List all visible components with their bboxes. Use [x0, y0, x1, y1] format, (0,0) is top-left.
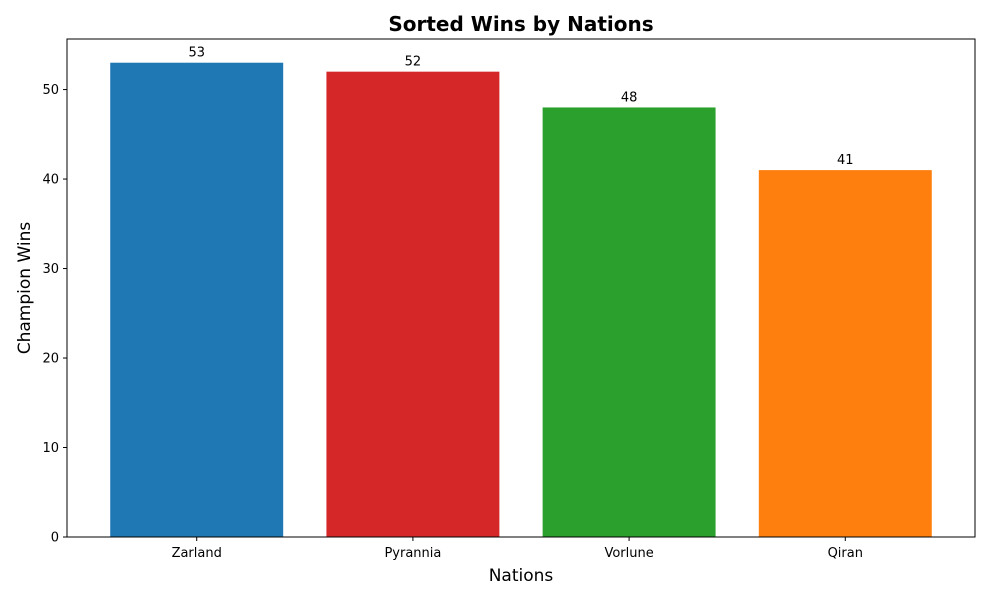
bar-qiran	[758, 170, 932, 537]
y-tick-label-50: 50	[42, 83, 59, 98]
x-tick-label-zarland: Zarland	[172, 546, 222, 561]
x-axis-label: Nations	[489, 566, 554, 586]
y-tick-label-0: 0	[51, 531, 59, 546]
data-label-vorlune: 48	[621, 90, 638, 105]
chart-title: Sorted Wins by Nations	[388, 12, 653, 36]
x-tick-label-pyrannia: Pyrannia	[384, 546, 441, 561]
bar-pyrannia	[326, 71, 500, 537]
bars-layer	[110, 62, 932, 537]
y-tick-label-40: 40	[42, 173, 59, 188]
y-tick-label-30: 30	[42, 262, 59, 277]
data-label-zarland: 53	[188, 46, 205, 61]
x-axis: Zarland Pyrannia Vorlune Qiran	[172, 537, 863, 561]
x-tick-label-vorlune: Vorlune	[604, 546, 653, 561]
y-tick-label-20: 20	[42, 352, 59, 367]
y-tick-label-10: 10	[42, 441, 59, 456]
y-axis-label: Champion Wins	[15, 222, 35, 355]
data-labels-layer: 53 52 48 41	[188, 46, 853, 168]
y-axis: 0 10 20 30 40 50	[42, 83, 67, 546]
data-label-pyrannia: 52	[405, 55, 422, 70]
plot-frame	[66, 38, 976, 538]
data-label-qiran: 41	[837, 153, 854, 168]
bar-zarland	[110, 62, 284, 537]
bar-vorlune	[542, 107, 716, 537]
x-tick-label-qiran: Qiran	[828, 546, 863, 561]
